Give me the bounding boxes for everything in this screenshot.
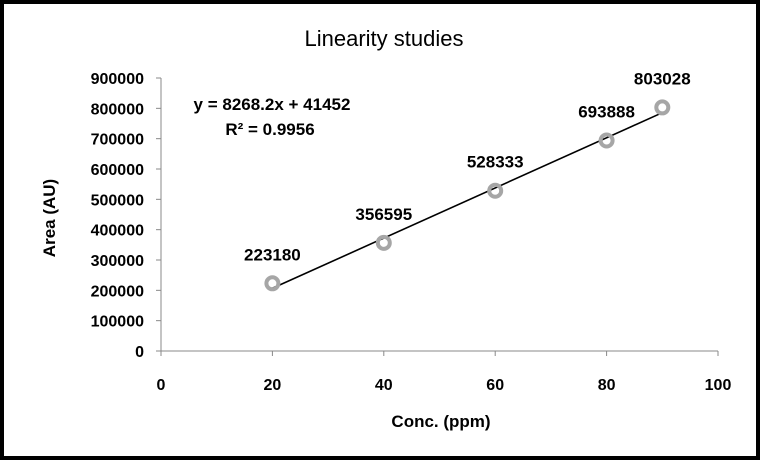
trendline-equation: y = 8268.2x + 41452	[194, 95, 351, 114]
trendline	[272, 111, 663, 289]
y-tick-label: 800000	[91, 101, 144, 118]
x-tick-label: 20	[264, 377, 282, 394]
x-tick-label: 100	[705, 377, 732, 394]
x-tick-label: 60	[486, 377, 504, 394]
data-label: 693888	[578, 103, 635, 122]
x-axis-label: Conc. (ppm)	[391, 412, 490, 431]
y-tick-label: 200000	[91, 283, 144, 300]
data-label: 528333	[467, 153, 524, 172]
y-tick-label: 600000	[91, 162, 144, 179]
y-tick-label: 900000	[91, 71, 144, 88]
data-label: 803028	[634, 69, 691, 88]
plot-area: 0 100000 200000 300000 400000 500000 600000 700…	[91, 69, 732, 394]
trendline-r-squared: R² = 0.9956	[225, 120, 314, 139]
chart-title: Linearity studies	[305, 26, 464, 51]
x-tick-label: 80	[598, 377, 616, 394]
y-tick-label: 100000	[91, 314, 144, 331]
data-label: 223180	[244, 245, 301, 264]
data-point	[487, 182, 504, 199]
data-point	[654, 99, 671, 116]
data-point	[598, 132, 615, 149]
x-tick-label: 40	[375, 377, 393, 394]
data-point	[264, 275, 281, 292]
x-tick-label: 0	[157, 377, 166, 394]
y-axis-label: Area (AU)	[40, 179, 59, 257]
y-tick-label: 400000	[91, 223, 144, 240]
y-tick-label: 500000	[91, 192, 144, 209]
chart-svg: Linearity studies 0100000200000300000400…	[40, 26, 732, 431]
y-tick-label: 700000	[91, 132, 144, 149]
data-label: 356595	[355, 205, 412, 224]
data-point	[375, 234, 392, 251]
y-tick-label: 300000	[91, 253, 144, 270]
y-tick-label: 0	[135, 344, 144, 361]
